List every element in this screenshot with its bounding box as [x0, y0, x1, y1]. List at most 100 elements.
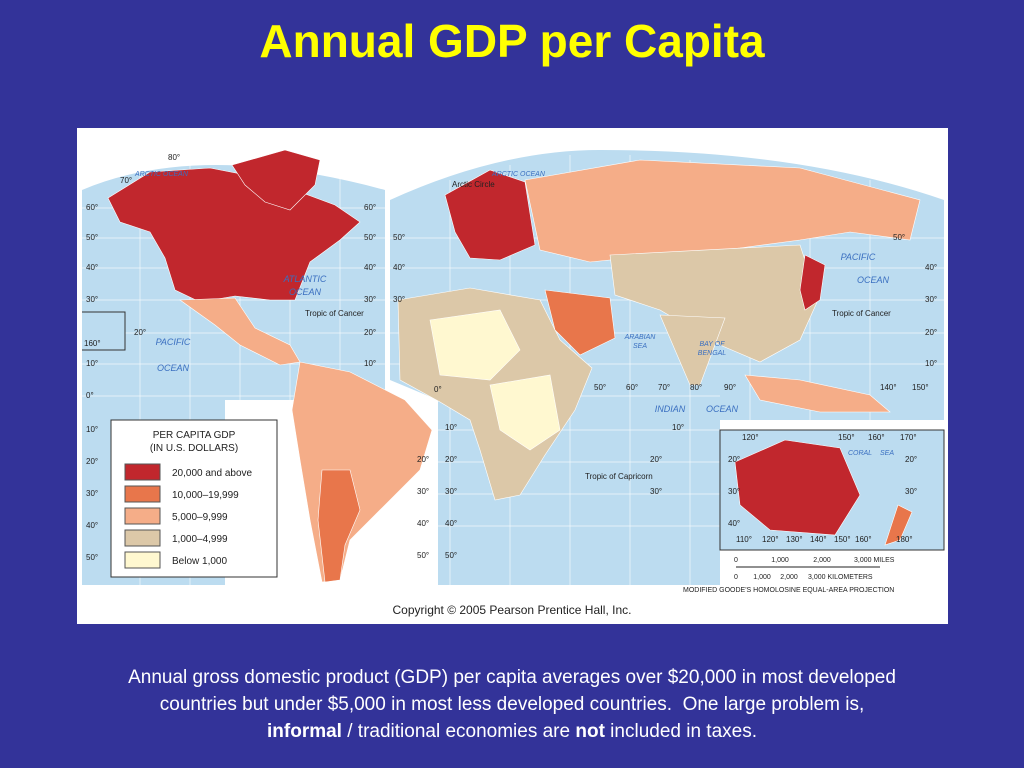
scale-label: 2,000: [780, 574, 798, 581]
southeast-asia: [744, 374, 891, 413]
map-label: Arctic Circle: [452, 180, 495, 189]
degree-label: 80°: [690, 383, 702, 392]
degree-label: 30°: [86, 489, 98, 498]
degree-label: 0°: [86, 391, 94, 400]
degree-label: 140°: [880, 383, 897, 392]
japan: [799, 254, 826, 311]
caption: Annual gross domestic product (GDP) per …: [0, 664, 1024, 745]
map-label: Tropic of Cancer: [305, 309, 364, 318]
degree-label: 0°: [434, 385, 442, 394]
degree-label: 20°: [134, 328, 146, 337]
degree-label: 30°: [393, 295, 405, 304]
india: [659, 314, 726, 386]
degree-label: 50°: [393, 233, 405, 242]
degree-label: 50°: [364, 233, 376, 242]
legend-swatch: [124, 507, 161, 525]
degree-label: 20°: [905, 455, 917, 464]
legend-label: 10,000–19,999: [172, 490, 239, 501]
degree-label: 160°: [84, 339, 101, 348]
map-label: Tropic of Cancer: [832, 309, 891, 318]
degree-label: 110°: [736, 535, 752, 544]
russia: [524, 159, 921, 263]
ocean-label: SEA: [880, 450, 894, 457]
degree-label: 30°: [925, 295, 937, 304]
ocean-label: OCEAN: [706, 404, 739, 414]
ocean-label: PACIFIC: [841, 252, 876, 262]
hawaii-inset: [82, 311, 126, 351]
degree-label: 10°: [86, 425, 98, 434]
degree-label: 30°: [445, 487, 457, 496]
degree-label: 80°: [168, 153, 180, 162]
degree-label: 140°: [810, 535, 827, 544]
degree-label: 40°: [364, 263, 376, 272]
ocean-label: OCEAN: [157, 363, 190, 373]
caption-line: Annual gross domestic product (GDP) per …: [128, 667, 896, 688]
degree-label: 20°: [417, 455, 429, 464]
scale-label: 3,000 KILOMETERS: [808, 574, 873, 581]
degree-label: 20°: [728, 455, 740, 464]
slide-title: Annual GDP per Capita: [259, 15, 765, 67]
legend-title: PER CAPITA GDP: [153, 430, 236, 441]
legend-label: 20,000 and above: [172, 468, 253, 479]
degree-label: 40°: [925, 263, 937, 272]
scale-label: 3,000 MILES: [854, 557, 895, 564]
legend-label: Below 1,000: [172, 556, 227, 567]
legend-label: 1,000–4,999: [172, 534, 228, 545]
legend-swatch: [124, 551, 161, 569]
ocean-label: BAY OF: [699, 341, 725, 348]
degree-labels: 80° 70° 60° 50° 40° 30° 20° 160° 10° 0° 10° 20° 30° 4…: [84, 153, 937, 562]
degree-label: 40°: [86, 521, 98, 530]
degree-label: 20°: [445, 455, 457, 464]
degree-label: 30°: [728, 487, 740, 496]
scale-label: 0: [734, 557, 738, 564]
degree-label: 10°: [925, 359, 937, 368]
degree-label: 60°: [364, 203, 376, 212]
legend-swatch: [124, 485, 161, 503]
ocean-label: ARABIAN: [624, 334, 657, 341]
ocean-label: BENGAL: [698, 350, 727, 357]
degree-label: 40°: [393, 263, 405, 272]
degree-label: 40°: [728, 519, 740, 528]
legend-swatch: [124, 463, 161, 481]
degree-label: 10°: [672, 423, 684, 432]
degree-label: 180°: [896, 535, 913, 544]
degree-label: 30°: [650, 487, 662, 496]
degree-label: 70°: [658, 383, 670, 392]
ocean-label: PACIFIC: [156, 337, 191, 347]
degree-label: 150°: [834, 535, 851, 544]
caption-bold: not: [575, 721, 605, 742]
degree-label: 60°: [626, 383, 638, 392]
arabia: [544, 289, 616, 356]
degree-label: 150°: [838, 433, 855, 442]
degree-label: 160°: [868, 433, 885, 442]
ocean-label: SEA: [633, 343, 647, 350]
ocean-label: OCEAN: [857, 275, 890, 285]
degree-label: 50°: [445, 551, 457, 560]
degree-label: 70°: [120, 176, 132, 185]
degree-label: 30°: [905, 487, 917, 496]
ocean-label: ATLANTIC: [283, 274, 327, 284]
scale-label: 0: [734, 574, 738, 581]
degree-label: 170°: [900, 433, 917, 442]
europe: [444, 169, 536, 261]
argentina: [317, 469, 361, 583]
legend-title: (IN U.S. DOLLARS): [150, 443, 238, 454]
australia: [734, 439, 861, 536]
degree-label: 50°: [86, 553, 98, 562]
ocean-label: ARCTIC OCEAN: [134, 171, 189, 178]
degree-label: 150°: [912, 383, 929, 392]
caption-text: included in taxes.: [604, 721, 757, 742]
degree-label: 30°: [86, 295, 98, 304]
degree-label: 50°: [417, 551, 429, 560]
degree-label: 40°: [445, 519, 457, 528]
caption-bold: informal: [267, 721, 342, 742]
projection-note: MODIFIED GOODE'S HOMOLOSINE EQUAL-AREA P…: [683, 587, 894, 594]
degree-label: 20°: [364, 328, 376, 337]
degree-label: 20°: [925, 328, 937, 337]
ocean-label: OCEAN: [289, 287, 322, 297]
degree-label: 40°: [86, 263, 98, 272]
scale-label: 1,000: [753, 574, 771, 581]
degree-label: 10°: [364, 359, 376, 368]
degree-label: 20°: [650, 455, 662, 464]
